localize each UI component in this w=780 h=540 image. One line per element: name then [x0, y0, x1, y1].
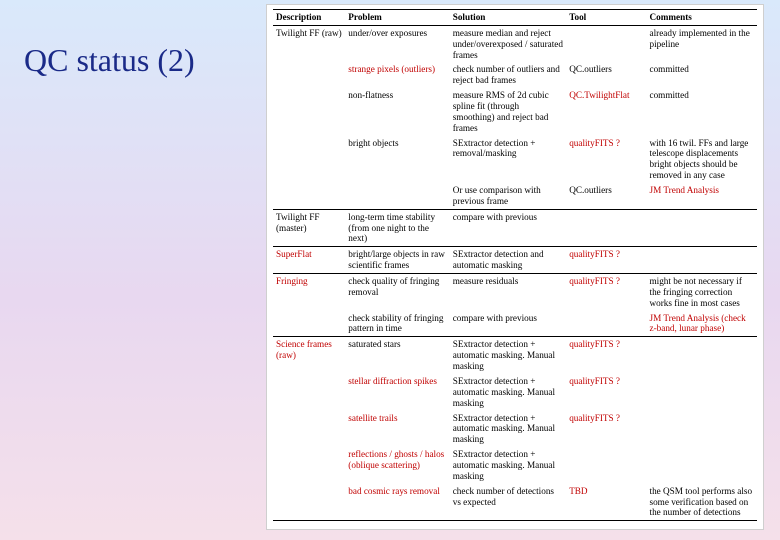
- cell: Twilight FF (raw): [273, 25, 345, 62]
- cell: JM Trend Analysis (check z-band, lunar p…: [647, 311, 757, 337]
- table-row: bright objectsSExtractor detection + rem…: [273, 136, 757, 183]
- cell: long-term time stability (from one night…: [345, 209, 449, 247]
- table-head: Description Problem Solution Tool Commen…: [273, 10, 757, 26]
- cell: stellar diffraction spikes: [345, 374, 449, 411]
- cell: the QSM tool performs also some verifica…: [647, 484, 757, 521]
- cell: measure median and reject under/overexpo…: [450, 25, 566, 62]
- table-row: Or use comparison with previous frameQC.…: [273, 183, 757, 209]
- cell: [273, 411, 345, 448]
- table-row: satellite trailsSExtractor detection + a…: [273, 411, 757, 448]
- table-row: reflections / ghosts / halos (oblique sc…: [273, 447, 757, 484]
- cell: [566, 447, 646, 484]
- cell: [647, 447, 757, 484]
- cell: compare with previous: [450, 209, 566, 247]
- cell: non-flatness: [345, 88, 449, 135]
- cell: [273, 183, 345, 209]
- cell: [566, 209, 646, 247]
- table-row: Twilight FF (raw)under/over exposuresmea…: [273, 25, 757, 62]
- cell: [647, 411, 757, 448]
- cell: check number of outliers and reject bad …: [450, 62, 566, 88]
- cell: bad cosmic rays removal: [345, 484, 449, 521]
- cell: SExtractor detection + automatic masking…: [450, 411, 566, 448]
- cell: [273, 374, 345, 411]
- cell: QC.outliers: [566, 62, 646, 88]
- table-row: stellar diffraction spikesSExtractor det…: [273, 374, 757, 411]
- cell: qualityFITS ?: [566, 411, 646, 448]
- table-body: Twilight FF (raw)under/over exposuresmea…: [273, 25, 757, 520]
- cell: QC.outliers: [566, 183, 646, 209]
- cell: SExtractor detection and automatic maski…: [450, 247, 566, 274]
- cell: satellite trails: [345, 411, 449, 448]
- cell: qualityFITS ?: [566, 374, 646, 411]
- cell: SExtractor detection + automatic masking…: [450, 447, 566, 484]
- col-description: Description: [273, 10, 345, 26]
- cell: check quality of fringing removal: [345, 274, 449, 311]
- cell: might be not necessary if the fringing c…: [647, 274, 757, 311]
- cell: strange pixels (outliers): [345, 62, 449, 88]
- slide: QC status (2) Description Problem Soluti…: [0, 0, 780, 540]
- cell: compare with previous: [450, 311, 566, 337]
- cell: saturated stars: [345, 337, 449, 374]
- cell: reflections / ghosts / halos (oblique sc…: [345, 447, 449, 484]
- cell: [345, 183, 449, 209]
- cell: [273, 136, 345, 183]
- cell: Science frames (raw): [273, 337, 345, 374]
- cell: [273, 88, 345, 135]
- qc-table: Description Problem Solution Tool Commen…: [273, 9, 757, 521]
- cell: qualityFITS ?: [566, 337, 646, 374]
- table-row: non-flatnessmeasure RMS of 2d cubic spli…: [273, 88, 757, 135]
- table-sheet: Description Problem Solution Tool Commen…: [266, 4, 764, 530]
- cell: bright objects: [345, 136, 449, 183]
- cell: SExtractor detection + automatic masking…: [450, 374, 566, 411]
- cell: [273, 311, 345, 337]
- col-comments: Comments: [647, 10, 757, 26]
- cell: [647, 337, 757, 374]
- col-tool: Tool: [566, 10, 646, 26]
- cell: SExtractor detection + automatic masking…: [450, 337, 566, 374]
- cell: Twilight FF (master): [273, 209, 345, 247]
- table-row: Science frames (raw)saturated starsSExtr…: [273, 337, 757, 374]
- cell: already implemented in the pipeline: [647, 25, 757, 62]
- cell: under/over exposures: [345, 25, 449, 62]
- col-problem: Problem: [345, 10, 449, 26]
- cell: [647, 209, 757, 247]
- cell: [273, 62, 345, 88]
- cell: SuperFlat: [273, 247, 345, 274]
- cell: measure residuals: [450, 274, 566, 311]
- cell: Fringing: [273, 274, 345, 311]
- table-row: bad cosmic rays removalcheck number of d…: [273, 484, 757, 521]
- table-row: Fringingcheck quality of fringing remova…: [273, 274, 757, 311]
- cell: [566, 311, 646, 337]
- cell: [273, 447, 345, 484]
- cell: measure RMS of 2d cubic spline fit (thro…: [450, 88, 566, 135]
- slide-title: QC status (2): [24, 42, 195, 79]
- cell: with 16 twil. FFs and large telescope di…: [647, 136, 757, 183]
- cell: qualityFITS ?: [566, 274, 646, 311]
- cell: TBD: [566, 484, 646, 521]
- table-row: SuperFlatbright/large objects in raw sci…: [273, 247, 757, 274]
- cell: [273, 484, 345, 521]
- cell: bright/large objects in raw scientific f…: [345, 247, 449, 274]
- cell: check stability of fringing pattern in t…: [345, 311, 449, 337]
- cell: [566, 25, 646, 62]
- cell: [647, 374, 757, 411]
- cell: committed: [647, 62, 757, 88]
- cell: committed: [647, 88, 757, 135]
- table-row: Twilight FF (master)long-term time stabi…: [273, 209, 757, 247]
- cell: [647, 247, 757, 274]
- cell: qualityFITS ?: [566, 247, 646, 274]
- cell: check number of detections vs expected: [450, 484, 566, 521]
- cell: Or use comparison with previous frame: [450, 183, 566, 209]
- table-row: check stability of fringing pattern in t…: [273, 311, 757, 337]
- cell: qualityFITS ?: [566, 136, 646, 183]
- cell: SExtractor detection + removal/masking: [450, 136, 566, 183]
- cell: QC.TwilightFlat: [566, 88, 646, 135]
- col-solution: Solution: [450, 10, 566, 26]
- table-row: strange pixels (outliers)check number of…: [273, 62, 757, 88]
- cell: JM Trend Analysis: [647, 183, 757, 209]
